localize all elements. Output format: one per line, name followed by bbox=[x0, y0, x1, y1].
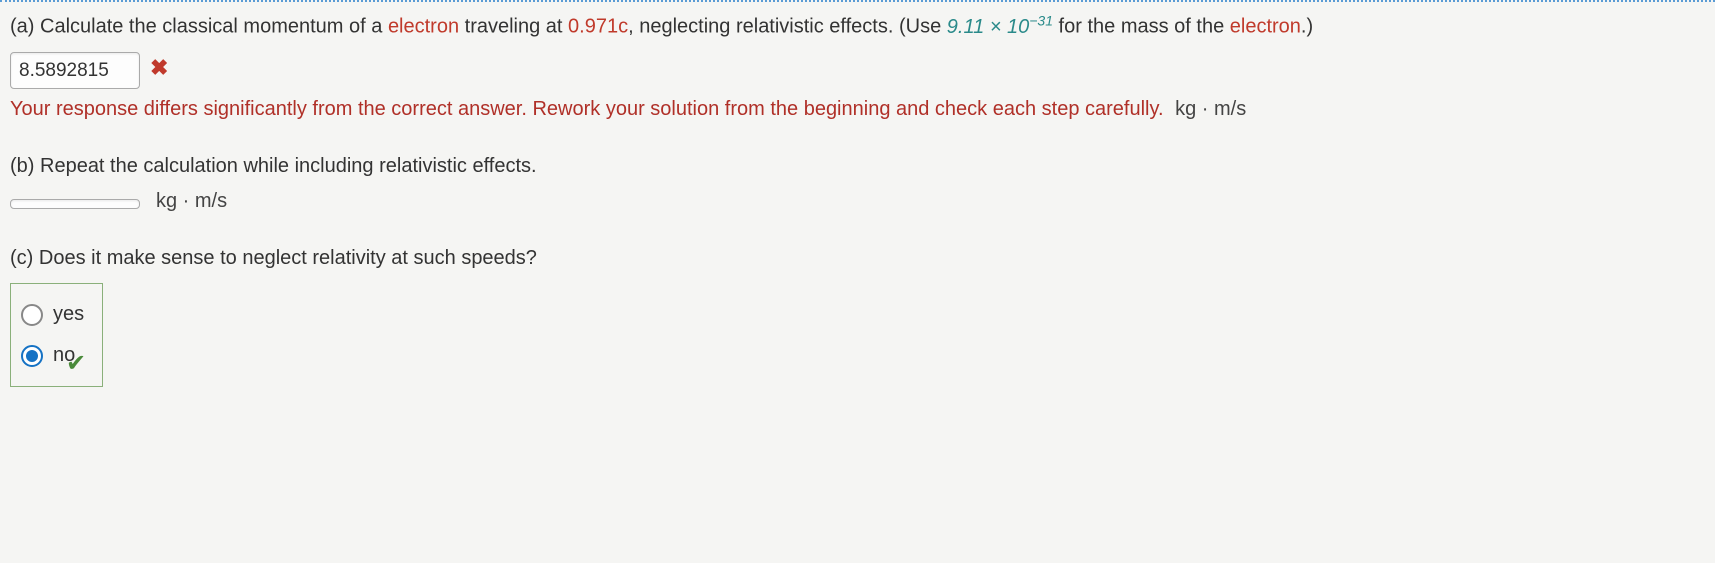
radio-yes-label: yes bbox=[53, 300, 84, 329]
part-a-highlight-electron: electron bbox=[388, 16, 459, 38]
part-c-label: (c) bbox=[10, 247, 39, 269]
part-c: (c) Does it make sense to neglect relati… bbox=[10, 244, 1705, 387]
part-a-answer-input[interactable]: 8.5892815 bbox=[10, 52, 140, 90]
part-b-unit: kg · m/s bbox=[156, 187, 227, 216]
part-b-text: Repeat the calculation while including r… bbox=[40, 155, 537, 177]
part-a-text4: for the mass of the bbox=[1053, 16, 1230, 38]
question-container: (a) Calculate the classical momentum of … bbox=[0, 0, 1715, 407]
part-b: (b) Repeat the calculation while includi… bbox=[10, 152, 1705, 216]
part-a-text2: traveling at bbox=[459, 16, 568, 38]
part-a-text5: .) bbox=[1301, 16, 1313, 38]
part-b-answer-input[interactable] bbox=[10, 199, 140, 209]
part-a-label: (a) bbox=[10, 16, 40, 38]
mass-exponent: −31 bbox=[1029, 12, 1053, 28]
part-a-mass: 9.11 × 10−31 bbox=[947, 16, 1053, 38]
part-b-question: (b) Repeat the calculation while includi… bbox=[10, 152, 1705, 181]
part-a-highlight-electron2: electron bbox=[1230, 16, 1301, 38]
part-b-answer-row: kg · m/s bbox=[10, 187, 1705, 216]
part-a-answer-row: 8.5892815 ✖ bbox=[10, 48, 1705, 90]
radio-dot bbox=[26, 350, 38, 362]
part-a-feedback-row: Your response differs significantly from… bbox=[10, 95, 1705, 124]
radio-yes-circle[interactable] bbox=[21, 304, 43, 326]
part-a: (a) Calculate the classical momentum of … bbox=[10, 10, 1705, 42]
radio-no-circle[interactable] bbox=[21, 345, 43, 367]
part-a-text3: , neglecting relativistic effects. (Use bbox=[628, 16, 947, 38]
correct-icon: ✔ bbox=[66, 347, 86, 382]
mass-base: 9.11 × 10 bbox=[947, 16, 1029, 38]
incorrect-icon: ✖ bbox=[150, 52, 168, 84]
part-a-unit: kg · m/s bbox=[1175, 98, 1246, 120]
part-c-radio-group: yes no ✔ bbox=[10, 283, 103, 387]
part-c-question: (c) Does it make sense to neglect relati… bbox=[10, 244, 1705, 273]
part-a-speed: 0.971c bbox=[568, 16, 628, 38]
part-a-feedback: Your response differs significantly from… bbox=[10, 98, 1164, 120]
part-b-label: (b) bbox=[10, 155, 40, 177]
part-a-text1: Calculate the classical momentum of a bbox=[40, 16, 388, 38]
part-c-text: Does it make sense to neglect relativity… bbox=[39, 247, 537, 269]
radio-option-yes[interactable]: yes bbox=[21, 294, 84, 335]
